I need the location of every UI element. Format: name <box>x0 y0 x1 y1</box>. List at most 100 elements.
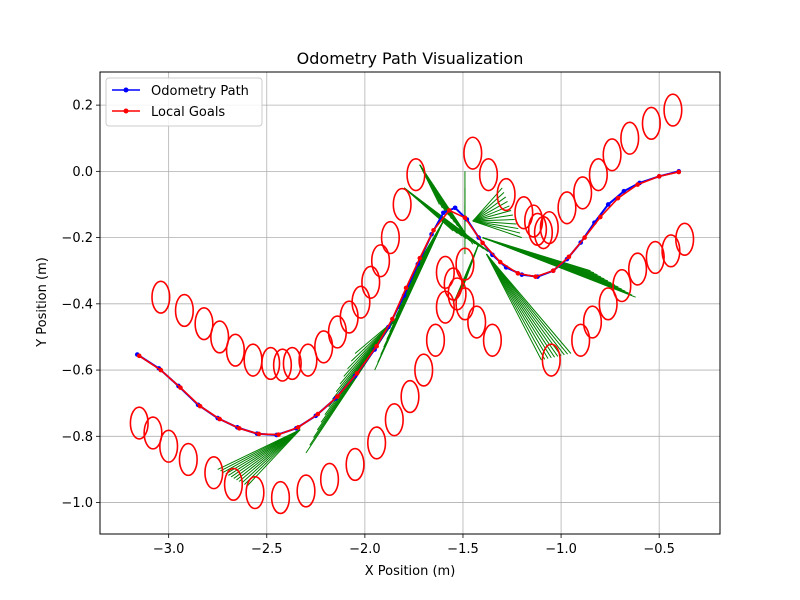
uncertainty-ellipse <box>645 240 665 275</box>
uncertainty-ellipse <box>351 285 371 319</box>
uncertainty-ellipse <box>143 416 163 450</box>
heading-ray <box>472 219 515 222</box>
heading-ray <box>472 214 513 222</box>
uncertainty-ellipse <box>370 244 391 278</box>
uncertainty-ellipse <box>641 106 661 141</box>
heading-ray <box>419 164 474 245</box>
uncertainty-ellipse <box>557 191 577 225</box>
uncertainty-ellipse <box>194 307 214 341</box>
legend-label-odometry: Odometry Path <box>151 84 249 99</box>
x-axis-ticks: −3.0 −2.5 −2.0 −1.5 −1.0 −0.5 <box>153 534 675 557</box>
uncertainty-ellipse <box>463 136 483 170</box>
heading-ray <box>472 201 508 222</box>
heading-ray <box>486 253 559 357</box>
heading-ray <box>486 253 552 359</box>
uncertainty-ellipse <box>298 343 318 377</box>
heading-ray <box>472 220 522 239</box>
local-goals-point <box>497 259 503 265</box>
legend-label-local-goals: Local Goals <box>151 105 225 120</box>
local-goals-point <box>462 215 468 221</box>
local-goals-point <box>615 195 621 201</box>
uncertainty-ellipse <box>282 346 302 381</box>
legend: Odometry Path Local Goals <box>105 77 263 127</box>
uncertainty-ellipse <box>384 403 404 437</box>
heading-ray <box>472 205 510 222</box>
uncertainty-ellipse <box>675 222 695 256</box>
local-goals-point <box>656 174 662 179</box>
chart-title: Odometry Path Visualization <box>297 49 524 68</box>
uncertainty-ellipse <box>573 176 593 210</box>
uncertainty-ellipse <box>223 467 244 502</box>
local-goals-point <box>550 268 556 274</box>
y-tick-label: −1.0 <box>61 496 93 511</box>
uncertainty-ellipse <box>478 157 499 192</box>
uncertainty-ellipse <box>345 447 365 482</box>
uncertainty-ellipse <box>571 323 591 357</box>
odometry-path-point <box>441 210 446 216</box>
uncertainty-ellipse <box>661 234 681 268</box>
heading-ray <box>482 237 636 298</box>
uncertainty-ellipses <box>129 93 695 515</box>
uncertainty-ellipse <box>514 196 534 230</box>
uncertainty-ellipse <box>435 255 455 290</box>
heading-ray <box>472 220 517 225</box>
local-goals-point <box>158 367 164 373</box>
local-goals-point <box>136 353 142 359</box>
x-tick-label: −1.5 <box>447 542 479 557</box>
uncertainty-ellipse <box>178 442 198 477</box>
uncertainty-ellipse <box>204 456 224 490</box>
uncertainty-ellipse <box>414 353 434 387</box>
local-goals-point <box>276 432 281 437</box>
local-goals-point <box>582 235 587 240</box>
x-tick-label: −2.5 <box>251 542 283 557</box>
uncertainty-ellipse <box>541 343 561 377</box>
local-goals-point <box>431 228 436 233</box>
local-goals-point <box>446 208 452 213</box>
legend-marker-local-goals <box>123 108 129 114</box>
uncertainty-ellipse <box>400 379 420 414</box>
local-goals-point <box>676 169 682 175</box>
heading-ray <box>472 220 521 234</box>
local-goals-point <box>354 371 360 376</box>
y-tick-label: 0.2 <box>72 99 93 114</box>
local-goals-point <box>403 285 409 291</box>
uncertainty-ellipse <box>319 462 340 497</box>
uncertainty-ellipse <box>455 247 475 281</box>
x-tick-label: −3.0 <box>153 542 185 557</box>
uncertainty-ellipse <box>245 475 265 510</box>
local-goals-point <box>480 240 485 246</box>
local-goals-point <box>533 274 538 279</box>
heading-ray <box>472 220 519 230</box>
y-axis-ticks: −1.0 −0.8 −0.6 −0.4 −0.2 0.0 0.2 <box>61 99 100 511</box>
x-tick-label: −0.5 <box>643 542 675 557</box>
y-tick-label: −0.6 <box>61 364 93 379</box>
local-goals-point <box>315 411 321 417</box>
y-tick-label: −0.2 <box>61 231 93 246</box>
local-goals-point <box>256 431 262 437</box>
uncertainty-ellipse <box>314 330 334 364</box>
local-goals-point <box>178 385 183 390</box>
uncertainty-ellipse <box>380 220 401 255</box>
uncertainty-ellipse <box>496 177 516 212</box>
y-tick-label: −0.4 <box>61 297 93 312</box>
y-tick-label: 0.0 <box>72 165 93 180</box>
local-goals-point <box>295 425 301 430</box>
uncertainty-ellipse <box>296 474 316 508</box>
x-tick-label: −1.0 <box>545 542 577 557</box>
uncertainty-ellipse <box>620 121 640 155</box>
uncertainty-ellipse <box>627 252 648 286</box>
uncertainty-ellipse <box>225 333 246 367</box>
local-goals-point <box>417 255 423 261</box>
uncertainty-ellipse <box>598 287 618 321</box>
uncertainty-ellipse <box>455 287 475 321</box>
heading-ray <box>486 253 555 358</box>
uncertainty-ellipse <box>261 346 281 381</box>
y-tick-label: −0.8 <box>61 430 93 445</box>
local-goals-point <box>217 416 222 422</box>
uncertainty-ellipse <box>539 210 559 245</box>
uncertainty-ellipse <box>663 93 683 127</box>
y-axis-label: Y Position (m) <box>35 257 50 348</box>
uncertainty-ellipse <box>159 429 179 463</box>
uncertainty-ellipse <box>361 265 381 299</box>
